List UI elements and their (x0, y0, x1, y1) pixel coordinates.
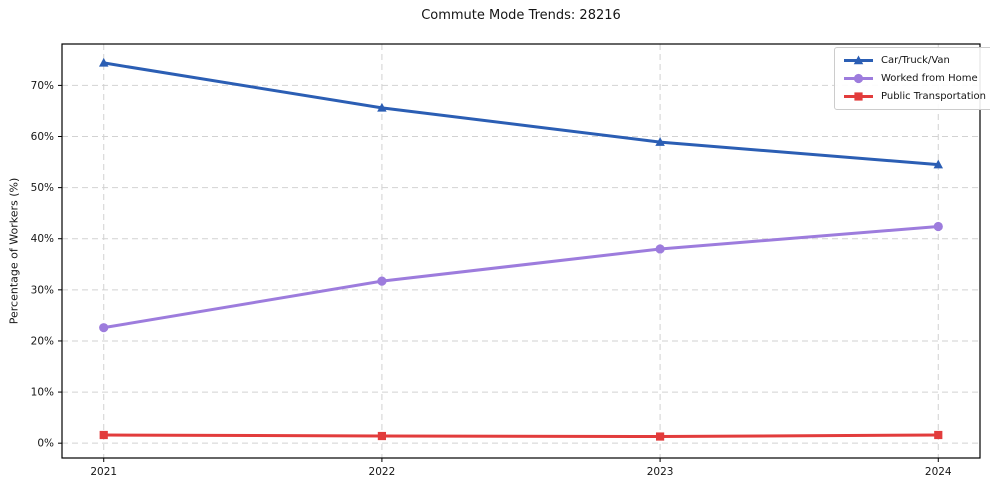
y-tick-label: 10% (31, 387, 54, 399)
y-tick-label: 60% (31, 131, 54, 143)
y-tick-label: 50% (31, 182, 54, 194)
y-tick-label: 40% (31, 233, 54, 245)
x-tick-label: 2021 (90, 466, 117, 478)
legend-item-label: Car/Truck/Van (881, 55, 950, 66)
legend-line-marker-icon (844, 73, 873, 84)
x-tick-label: 2023 (647, 466, 674, 478)
legend-item-public-transportation: Public Transportation (843, 88, 986, 105)
legend-item-label: Worked from Home (881, 73, 978, 84)
legend-line-marker-icon (844, 92, 873, 101)
legend-item-worked-from-home: Worked from Home (843, 70, 986, 87)
legend-line-marker-icon (844, 55, 873, 65)
chart-title: Commute Mode Trends: 28216 (421, 8, 621, 23)
legend: Car/Truck/Van Worked from Home Public Tr… (834, 47, 990, 110)
y-tick-label: 0% (37, 438, 54, 450)
legend-item-label: Public Transportation (881, 91, 986, 102)
legend-item-car-truck-van: Car/Truck/Van (843, 52, 986, 69)
x-tick-label: 2024 (925, 466, 952, 478)
y-tick-label: 30% (31, 284, 54, 296)
x-tick-label: 2022 (369, 466, 396, 478)
y-tick-label: 20% (31, 335, 54, 347)
y-tick-label: 70% (31, 80, 54, 92)
